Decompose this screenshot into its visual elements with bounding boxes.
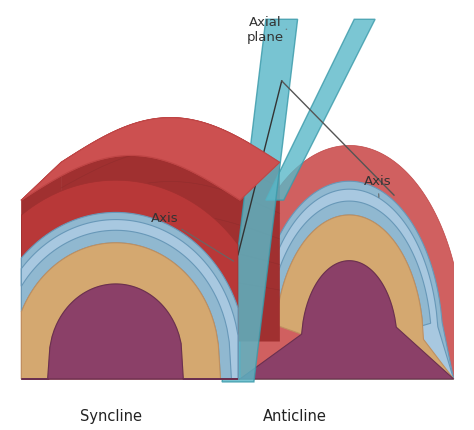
Polygon shape: [240, 215, 454, 379]
Polygon shape: [21, 243, 240, 379]
Polygon shape: [240, 181, 454, 379]
Polygon shape: [21, 284, 238, 379]
Polygon shape: [240, 189, 454, 379]
Polygon shape: [21, 180, 238, 379]
Polygon shape: [61, 118, 280, 341]
Polygon shape: [21, 212, 238, 379]
Polygon shape: [222, 19, 298, 382]
Polygon shape: [240, 145, 454, 379]
Polygon shape: [21, 163, 61, 379]
Polygon shape: [21, 118, 280, 200]
Text: Anticline: Anticline: [263, 409, 327, 424]
Text: Axis: Axis: [151, 212, 234, 261]
Polygon shape: [21, 284, 240, 379]
Polygon shape: [21, 220, 240, 379]
Text: Axial
plane: Axial plane: [246, 16, 287, 44]
Text: Axis: Axis: [364, 175, 392, 197]
Polygon shape: [21, 118, 280, 200]
Polygon shape: [21, 212, 240, 379]
Polygon shape: [21, 220, 238, 379]
Polygon shape: [21, 243, 238, 379]
Polygon shape: [266, 19, 375, 200]
Polygon shape: [21, 180, 240, 379]
Polygon shape: [240, 261, 454, 379]
Polygon shape: [21, 118, 280, 200]
Text: Syncline: Syncline: [80, 409, 142, 424]
